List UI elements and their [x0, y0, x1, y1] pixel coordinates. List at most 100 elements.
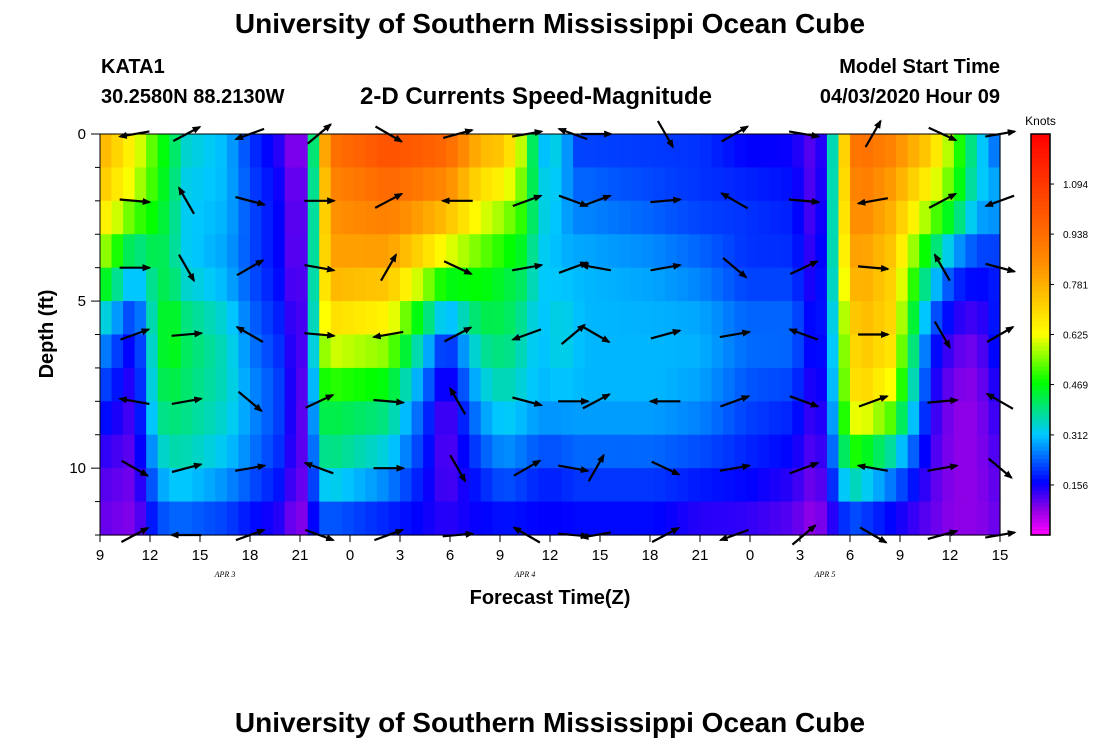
heatmap-cell	[711, 501, 724, 536]
heatmap-cell	[792, 301, 805, 336]
heatmap-cell	[526, 301, 540, 336]
heatmap-cell	[884, 468, 897, 503]
heatmap-cell	[250, 134, 263, 169]
colorbar-segment	[1031, 134, 1050, 139]
heatmap-cell	[296, 334, 309, 369]
heatmap-cell	[642, 301, 655, 336]
current-vector-arrow	[443, 260, 473, 275]
heatmap-cell	[757, 401, 770, 436]
heatmap-cell	[573, 401, 586, 436]
heatmap-cell	[538, 334, 551, 369]
heatmap-cell	[907, 134, 920, 169]
colorbar-segment	[1031, 334, 1050, 340]
heatmap-cell	[226, 401, 240, 436]
heatmap-cell	[388, 134, 401, 169]
heatmap-cell	[803, 167, 816, 202]
heatmap-cell	[526, 134, 540, 169]
heatmap-cell	[434, 401, 447, 436]
colorbar-segment	[1031, 454, 1050, 460]
heatmap-cell	[734, 401, 747, 436]
heatmap-cell	[307, 200, 320, 235]
heatmap-cell	[550, 234, 563, 269]
heatmap-cell	[665, 301, 678, 336]
heatmap-cell	[861, 468, 874, 503]
heatmap-cell	[238, 267, 251, 302]
heatmap-cell	[976, 367, 990, 402]
heatmap-cell	[642, 468, 655, 503]
colorbar-segment	[1031, 174, 1050, 179]
current-vector-arrow	[651, 460, 681, 476]
colorbar-segment	[1031, 318, 1050, 324]
heatmap-cell	[100, 468, 113, 503]
heatmap-cell	[803, 234, 816, 269]
heatmap-cell	[203, 468, 216, 503]
heatmap-cell	[492, 134, 505, 169]
heatmap-cell	[561, 367, 574, 402]
heatmap-cell	[365, 134, 378, 169]
heatmap-cell	[203, 401, 216, 436]
heatmap-cell	[688, 367, 701, 402]
heatmap-cell	[988, 468, 1001, 503]
colorbar-segment	[1031, 298, 1050, 304]
colorbar-segment	[1031, 306, 1050, 312]
heatmap-cell	[319, 468, 332, 503]
heatmap-cell	[619, 334, 632, 369]
colorbar-title: Knots	[1025, 114, 1056, 128]
heatmap-cell	[365, 234, 378, 269]
heatmap-cell	[446, 234, 459, 269]
current-vector-arrow	[720, 395, 751, 408]
heatmap-cell	[573, 367, 586, 402]
colorbar-segment	[1031, 238, 1050, 243]
heatmap-cell	[169, 501, 182, 536]
heatmap-cell	[365, 501, 378, 536]
heatmap-cell	[526, 200, 540, 235]
heatmap-cell	[769, 301, 782, 336]
heatmap-cell	[942, 134, 955, 169]
heatmap-cell	[261, 367, 274, 402]
heatmap-cell	[826, 501, 840, 536]
x-tick-label: 12	[542, 547, 559, 564]
heatmap-cell	[723, 267, 736, 302]
current-vector-arrow	[720, 192, 749, 210]
heatmap-cell	[250, 267, 263, 302]
heatmap-cell	[538, 200, 551, 235]
heatmap-cell	[653, 367, 666, 402]
heatmap-cell	[376, 134, 390, 169]
heatmap-cell	[215, 468, 228, 503]
current-vector-arrow	[305, 394, 335, 409]
heatmap-cell	[965, 200, 978, 235]
current-vector-arrow	[235, 195, 267, 207]
heatmap-cell	[376, 334, 390, 369]
heatmap-cell	[273, 267, 286, 302]
heatmap-cell	[619, 401, 632, 436]
heatmap-cell	[769, 501, 782, 536]
current-vector-arrow	[858, 395, 889, 408]
heatmap-cell	[965, 367, 978, 402]
heatmap-cell	[423, 401, 436, 436]
heatmap-cell	[180, 200, 193, 235]
heatmap-cell	[815, 401, 828, 436]
heatmap-cell	[411, 401, 424, 436]
heatmap-cell	[342, 200, 355, 235]
heatmap-cell	[284, 200, 297, 235]
heatmap-cell	[180, 134, 193, 169]
heatmap-cell	[642, 267, 655, 302]
heatmap-cell	[273, 134, 286, 169]
heatmap-cell	[538, 167, 551, 202]
heatmap-cell	[826, 334, 840, 369]
heatmap-cell	[838, 167, 851, 202]
heatmap-cell	[792, 434, 805, 469]
heatmap-cell	[226, 434, 240, 469]
heatmap-cell	[284, 134, 297, 169]
heatmap-cell	[134, 301, 147, 336]
heatmap-cell	[319, 367, 332, 402]
current-vector-arrow	[856, 197, 888, 206]
heatmap-cell	[203, 234, 216, 269]
heatmap-cell	[976, 434, 990, 469]
heatmap-cell	[111, 167, 124, 202]
heatmap-cell	[515, 367, 528, 402]
heatmap-cell	[630, 301, 643, 336]
heatmap-cell	[665, 468, 678, 503]
current-vector-arrow	[512, 262, 544, 272]
heatmap-cell	[792, 468, 805, 503]
